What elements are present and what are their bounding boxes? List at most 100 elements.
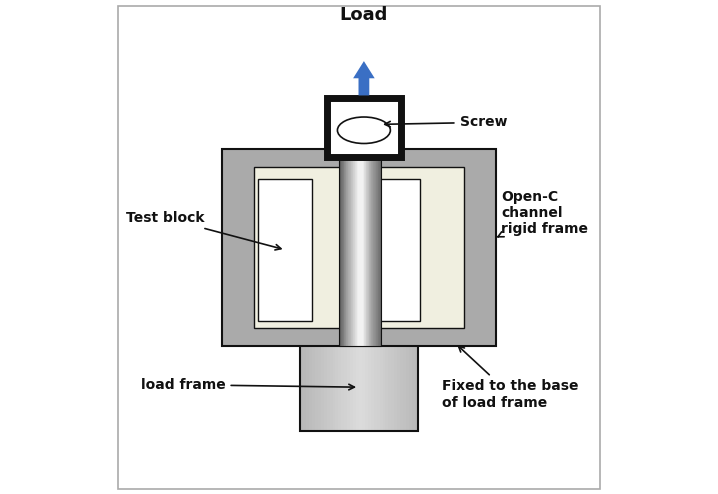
Bar — [324, 343, 327, 431]
Bar — [253, 166, 465, 329]
Bar — [315, 343, 318, 431]
Bar — [368, 144, 369, 345]
Bar — [309, 343, 312, 431]
Bar — [340, 144, 381, 345]
Bar — [370, 343, 374, 431]
Bar — [348, 343, 350, 431]
Bar — [358, 144, 359, 345]
Bar — [377, 343, 380, 431]
Bar — [357, 144, 358, 345]
Bar — [380, 144, 381, 345]
Bar — [350, 144, 351, 345]
Bar — [360, 144, 361, 345]
Bar — [415, 343, 419, 431]
Bar — [412, 343, 416, 431]
Bar — [351, 144, 352, 345]
Bar — [400, 343, 404, 431]
Bar — [312, 343, 315, 431]
Bar — [332, 343, 336, 431]
Bar — [362, 343, 365, 431]
Bar — [345, 144, 347, 345]
Bar — [361, 144, 362, 345]
Bar — [321, 343, 325, 431]
Bar — [348, 144, 350, 345]
Bar — [363, 144, 364, 345]
Text: Test block: Test block — [126, 211, 281, 250]
Bar — [352, 144, 353, 345]
Bar — [369, 144, 370, 345]
Bar — [346, 144, 348, 345]
Bar — [353, 144, 354, 345]
Bar — [354, 144, 355, 345]
Bar — [365, 144, 367, 345]
Bar — [222, 149, 496, 345]
Bar — [376, 144, 377, 345]
Bar — [258, 179, 312, 321]
Bar — [340, 144, 341, 345]
Bar — [370, 144, 371, 345]
Bar — [342, 144, 343, 345]
Bar — [327, 343, 330, 431]
Bar — [344, 144, 345, 345]
Bar — [335, 343, 339, 431]
Bar — [370, 144, 372, 345]
Bar — [406, 343, 409, 431]
Bar — [300, 343, 418, 431]
Bar — [373, 343, 377, 431]
Ellipse shape — [337, 117, 391, 143]
Bar — [345, 343, 348, 431]
Bar — [350, 343, 353, 431]
Bar — [368, 343, 371, 431]
Text: load frame: load frame — [141, 378, 355, 392]
Bar — [365, 144, 366, 345]
Bar — [347, 144, 348, 345]
Bar — [355, 144, 356, 345]
Bar — [366, 144, 368, 345]
Bar — [356, 144, 357, 345]
Bar — [356, 343, 360, 431]
FancyArrow shape — [353, 61, 375, 95]
Bar — [353, 343, 357, 431]
Bar — [367, 144, 368, 345]
Bar — [403, 343, 406, 431]
Bar — [380, 343, 383, 431]
Bar — [386, 343, 389, 431]
Bar — [365, 343, 368, 431]
Bar — [373, 144, 374, 345]
Text: Screw: Screw — [385, 116, 507, 129]
Bar — [364, 144, 365, 345]
Bar — [341, 343, 345, 431]
Bar — [359, 343, 363, 431]
Bar — [378, 144, 379, 345]
Bar — [359, 144, 360, 345]
Bar — [375, 144, 376, 345]
Bar — [391, 343, 395, 431]
Bar — [379, 144, 380, 345]
Bar — [366, 179, 420, 321]
Bar — [343, 144, 345, 345]
Bar — [377, 144, 378, 345]
Bar — [327, 98, 401, 157]
Bar — [368, 144, 370, 345]
Bar — [362, 144, 363, 345]
Bar — [397, 343, 401, 431]
Text: Load: Load — [340, 6, 388, 24]
Bar — [345, 144, 346, 345]
Bar — [343, 144, 344, 345]
Bar — [388, 343, 392, 431]
Bar — [394, 343, 398, 431]
Bar — [372, 144, 373, 345]
Bar — [338, 343, 342, 431]
Bar — [349, 144, 350, 345]
Bar — [303, 343, 307, 431]
Bar — [306, 343, 309, 431]
Bar — [409, 343, 412, 431]
Bar — [374, 144, 375, 345]
Text: Fixed to the base
of load frame: Fixed to the base of load frame — [442, 346, 579, 410]
Bar — [348, 144, 349, 345]
Bar — [341, 144, 342, 345]
Bar — [300, 343, 304, 431]
Bar — [383, 343, 386, 431]
Bar — [318, 343, 321, 431]
Bar — [350, 144, 351, 345]
